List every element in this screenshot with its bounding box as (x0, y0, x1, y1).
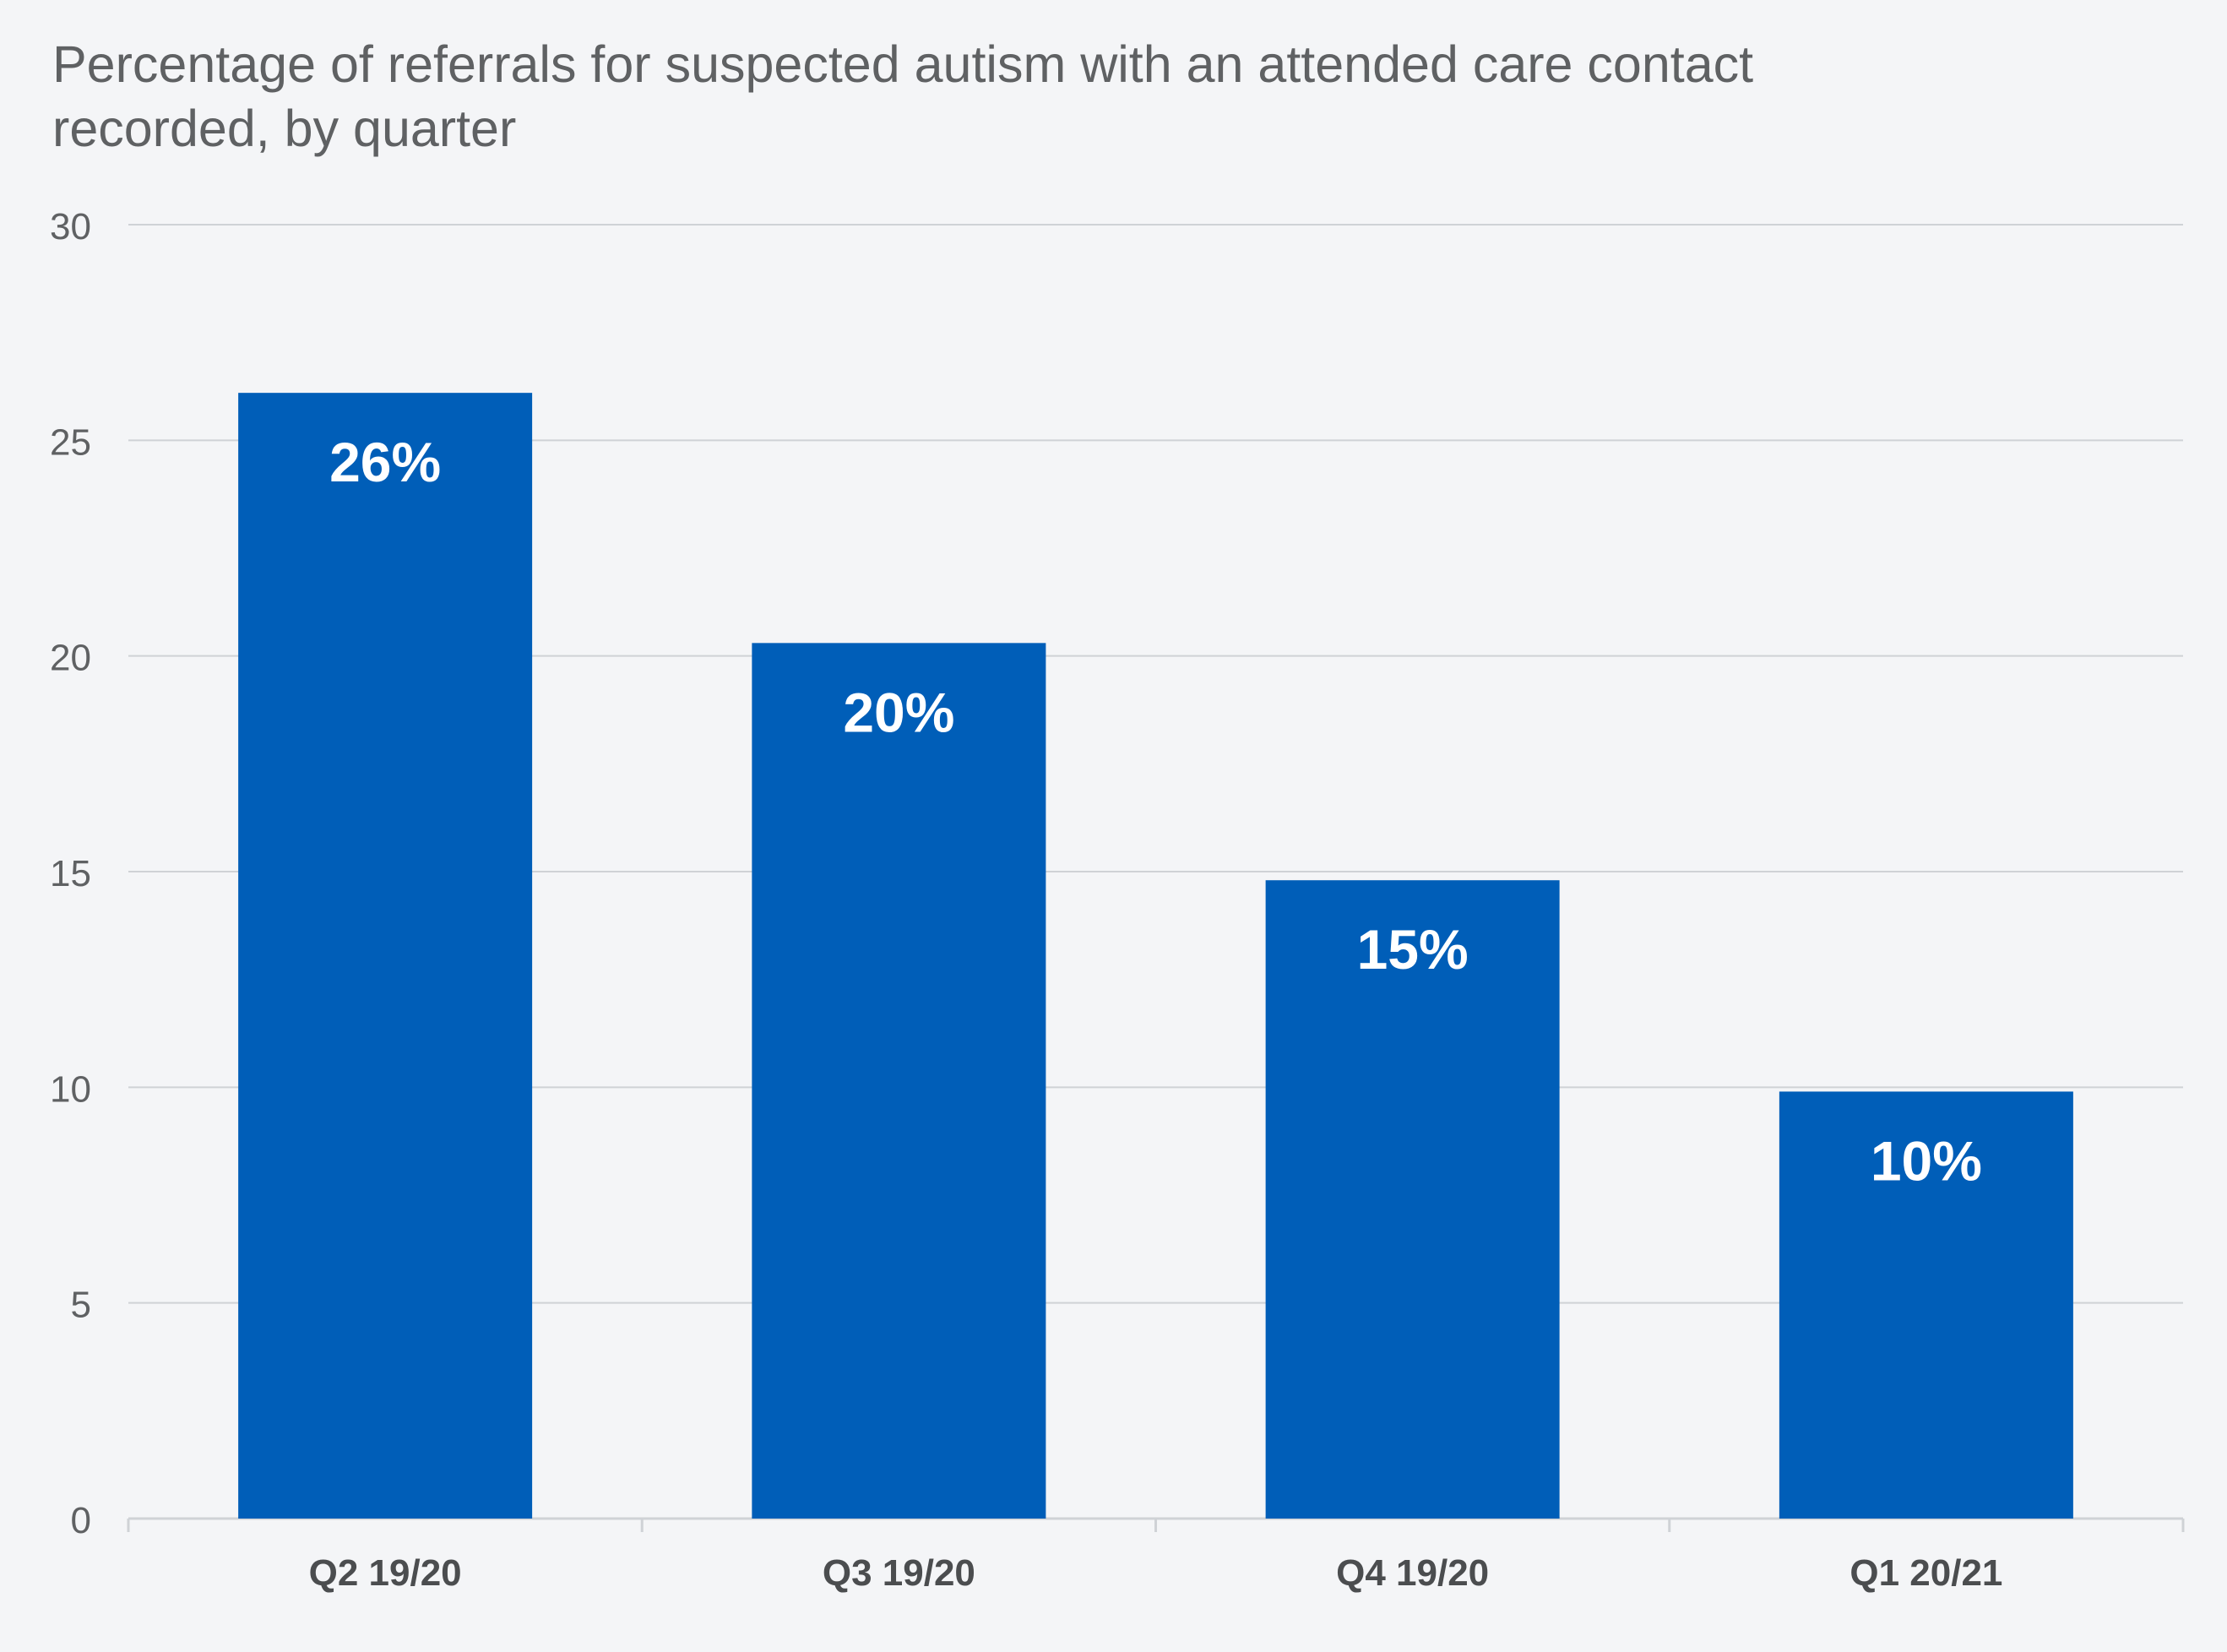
data-label: 10% (1871, 1129, 1982, 1192)
x-tick-label: Q2 19/20 (309, 1552, 462, 1594)
y-tick-label: 25 (50, 421, 91, 463)
bar (1265, 880, 1560, 1519)
data-label: 26% (329, 431, 441, 493)
y-tick-label: 0 (71, 1500, 91, 1541)
y-tick-label: 10 (50, 1068, 91, 1110)
bar (752, 643, 1046, 1519)
data-label: 20% (843, 681, 954, 743)
x-tick-label: Q3 19/20 (823, 1552, 975, 1594)
y-tick-label: 20 (50, 638, 91, 679)
y-tick-label: 5 (71, 1285, 91, 1326)
y-tick-label: 15 (50, 853, 91, 894)
y-tick-label: 30 (50, 206, 91, 247)
x-tick-label: Q1 20/21 (1849, 1552, 2002, 1594)
bar (1779, 1091, 2073, 1519)
bar (238, 393, 533, 1519)
chart-title: Percentage of referrals for suspected au… (52, 35, 1754, 157)
data-label: 15% (1357, 918, 1469, 981)
x-tick-label: Q4 19/20 (1336, 1552, 1489, 1594)
